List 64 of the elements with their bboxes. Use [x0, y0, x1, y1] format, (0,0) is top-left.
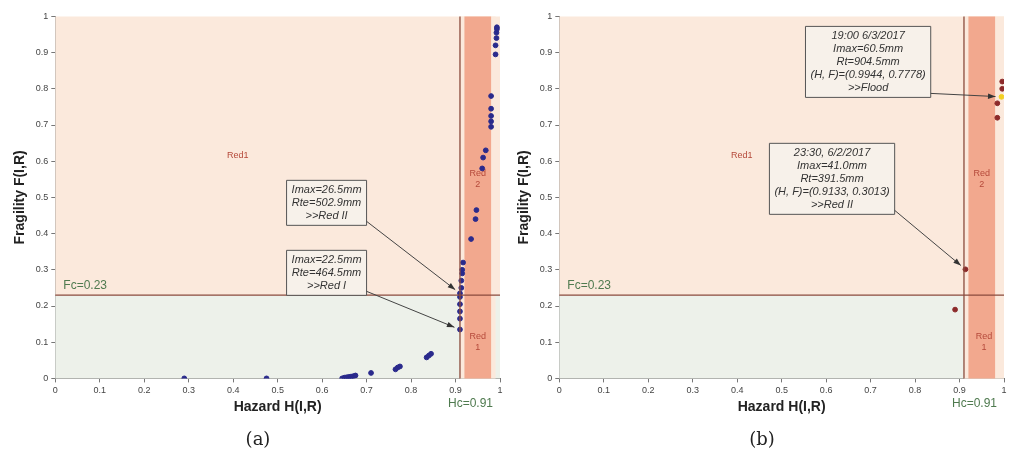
- x-tick-label: 0: [556, 385, 562, 396]
- y-tick-label: 1: [43, 10, 49, 21]
- x-tick-label: 0.8: [908, 385, 922, 396]
- x-tick-label: 0.6: [819, 385, 833, 396]
- x-tick-label: 0.7: [864, 385, 877, 396]
- y-tick-label: 0.5: [35, 191, 49, 202]
- annotation: 19:00 6/3/2017 Imax=60.5mm Rt=904.5mm (H, F)=(0.9944, 0.7778) >>Flood: [810, 28, 927, 93]
- band-label: Red1: [730, 150, 753, 161]
- x-tick-label: 0.9: [953, 385, 966, 396]
- y-tick-label: 0.6: [35, 155, 49, 166]
- y-tick-label: 0.4: [539, 228, 553, 239]
- y-tick-label: 0: [547, 372, 553, 383]
- x-tick-label: 0.3: [182, 385, 195, 396]
- x-tick-label: 0.1: [597, 385, 611, 396]
- x-tick-label: 0.5: [271, 385, 284, 396]
- y-tick-label: 0.8: [35, 83, 49, 94]
- band-label: Red 1: [975, 331, 993, 353]
- x-tick-label: 0.5: [775, 385, 788, 396]
- y-tick-label: 0.5: [539, 191, 553, 202]
- y-tick-label: 0.6: [539, 155, 553, 166]
- band-label: Red 2: [469, 168, 487, 190]
- band-label: Red 1: [469, 331, 487, 353]
- y-tick-label: 0.1: [35, 336, 49, 347]
- y-tick-label: 0.7: [539, 119, 553, 130]
- x-tick-label: 0.2: [137, 385, 151, 396]
- y-tick-label: 0.4: [35, 228, 49, 239]
- ref-line-label: Hc=0.91: [951, 395, 998, 410]
- ref-line-label: Fc=0.23: [63, 278, 108, 293]
- x-tick-label: 0.6: [315, 385, 329, 396]
- y-tick-label: 1: [547, 10, 553, 21]
- x-tick-label: 0.2: [641, 385, 655, 396]
- annotation: 23:30, 6/2/2017 Imax=41.0mm Rt=391.5mm (H, F)=(0.9133, 0.3013) >>Red II: [774, 145, 890, 210]
- y-tick-label: 0.2: [35, 300, 49, 311]
- x-tick-label: 0.7: [360, 385, 373, 396]
- x-tick-label: 0.4: [730, 385, 744, 396]
- annotation: Imax=22.5mm Rte=464.5mm >>Red I: [291, 252, 362, 291]
- y-tick-label: 0.3: [35, 264, 49, 275]
- y-tick-label: 0.2: [539, 300, 553, 311]
- y-tick-label: 0.9: [539, 47, 553, 58]
- y-axis-title: Fragility F(I,R): [515, 150, 532, 245]
- x-tick-label: 0: [52, 385, 58, 396]
- x-tick-label: 0.4: [226, 385, 240, 396]
- x-axis-title: Hazard H(I,R): [233, 398, 322, 415]
- text: (b): [748, 428, 776, 449]
- ref-line-label: Fc=0.23: [567, 278, 612, 293]
- x-tick-label: 1: [1001, 385, 1007, 396]
- y-tick-label: 0.9: [35, 47, 49, 58]
- x-tick-label: 0.8: [404, 385, 418, 396]
- y-tick-label: 0: [43, 372, 49, 383]
- x-tick-label: 1: [497, 385, 503, 396]
- x-tick-label: 0.9: [449, 385, 462, 396]
- text: (a): [244, 428, 272, 449]
- band-label: Red1: [226, 150, 249, 161]
- x-axis-title: Hazard H(I,R): [737, 398, 826, 415]
- y-tick-label: 0.7: [35, 119, 49, 130]
- annotation: Imax=26.5mm Rte=502.9mm >>Red II: [291, 182, 362, 221]
- band-label: Red 2: [973, 168, 991, 190]
- y-tick-label: 0.8: [539, 83, 553, 94]
- x-tick-label: 0.3: [686, 385, 699, 396]
- y-tick-label: 0.3: [539, 264, 553, 275]
- y-axis-title: Fragility F(I,R): [11, 150, 28, 245]
- x-tick-label: 0.1: [93, 385, 107, 396]
- y-tick-label: 0.1: [539, 336, 553, 347]
- ref-line-label: Hc=0.91: [447, 395, 494, 410]
